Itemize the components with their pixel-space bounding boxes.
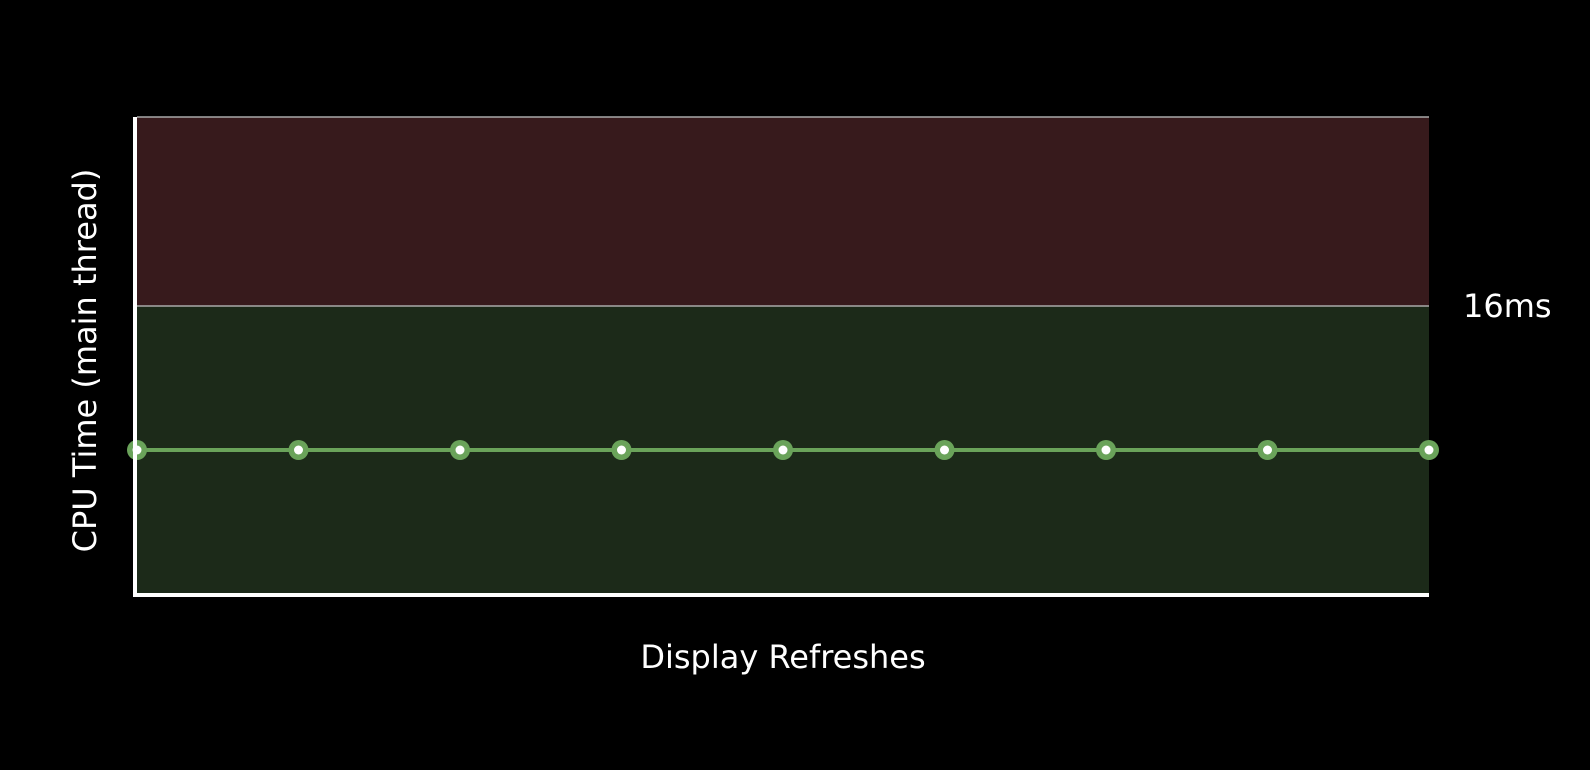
data-point-marker-center	[617, 445, 626, 455]
data-point-marker-center	[1101, 445, 1111, 455]
data-point-marker-center	[778, 445, 788, 455]
y-axis-label: CPU Time (main thread)	[66, 169, 104, 553]
data-point-marker-center	[455, 445, 465, 455]
data-point-marker-center	[1424, 445, 1434, 455]
data-point-marker-center	[1263, 445, 1272, 455]
x-axis-label: Display Refreshes	[640, 638, 925, 676]
data-point-marker-center	[940, 445, 949, 455]
over-budget-zone	[137, 117, 1429, 306]
data-point-marker-center	[294, 445, 303, 455]
series-group	[127, 440, 1439, 460]
threshold-label: 16ms	[1463, 287, 1552, 325]
